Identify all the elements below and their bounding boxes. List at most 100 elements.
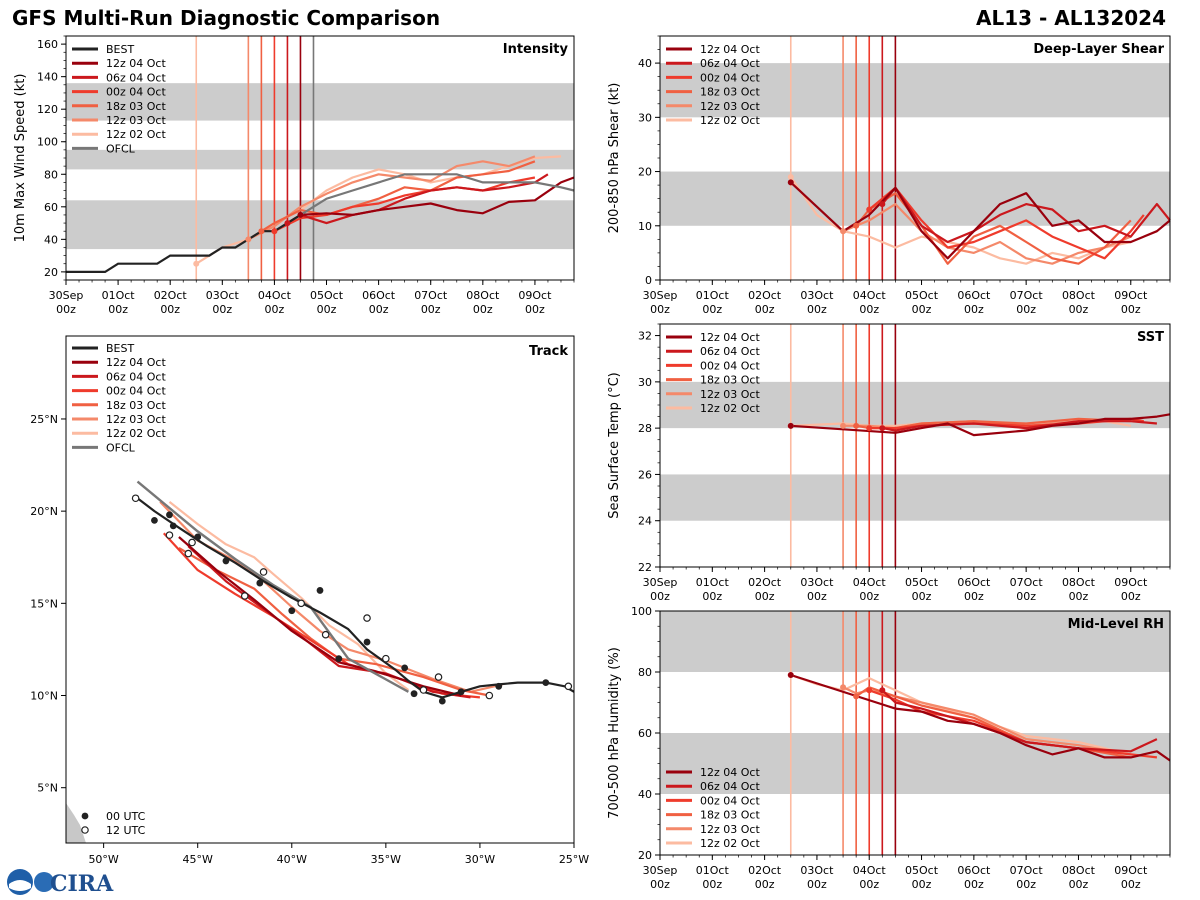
x-tick-label-date-5: 05Oct xyxy=(905,864,939,877)
forecast-track-0 xyxy=(168,501,410,691)
init-marker-4 xyxy=(284,220,291,227)
panel-intensity: 2040608010012014016030Sep00z01Oct00z02Oc… xyxy=(13,35,575,316)
axes-frame xyxy=(659,323,1171,568)
figure-title: GFS Multi-Run Diagnostic Comparison xyxy=(12,6,441,30)
x-tick-label-hour-8: 00z xyxy=(473,303,493,316)
track-point-12utc xyxy=(131,494,140,503)
track-point-12utc xyxy=(259,568,268,576)
x-tick-label-hour-0: 00z xyxy=(56,303,76,316)
legend-12utc-marker xyxy=(81,826,89,834)
best-track xyxy=(136,497,575,699)
x-tick-label-date-6: 06Oct xyxy=(957,576,991,589)
y-tick-label-4: 40 xyxy=(638,57,652,70)
track-point-12utc xyxy=(240,592,249,600)
x-tick-label-hour-6: 00z xyxy=(964,878,984,891)
x-tick-label-hour-9: 00z xyxy=(1121,590,1141,603)
legend-label-2: 00z 04 Oct xyxy=(700,794,760,807)
y-tick-label-4: 100 xyxy=(631,605,652,618)
init-marker-5 xyxy=(787,179,794,186)
series-line-5 xyxy=(790,673,1171,762)
y-tick-label-5: 32 xyxy=(638,330,652,343)
x-tick-label-date-5: 05Oct xyxy=(310,289,344,302)
lon-tick-label-4: 30°W xyxy=(465,853,495,866)
init-marker-0 xyxy=(193,260,200,267)
x-tick-label-hour-2: 00z xyxy=(160,303,180,316)
legend-label-3: 00z 04 Oct xyxy=(106,86,166,99)
legend-label-5: 12z 02 Oct xyxy=(700,837,760,850)
ofcl-line xyxy=(299,173,575,216)
legend-label-1: 12z 04 Oct xyxy=(106,57,166,70)
y-tick-label-2: 60 xyxy=(638,727,652,740)
init-marker-0 xyxy=(787,173,794,180)
x-tick-label-date-7: 07Oct xyxy=(1010,289,1044,302)
legend-label-6: 12z 02 Oct xyxy=(106,427,166,440)
y-tick-label-1: 40 xyxy=(44,233,58,246)
x-tick-label-hour-1: 00z xyxy=(108,303,128,316)
x-tick-label-hour-3: 00z xyxy=(212,303,232,316)
x-tick-label-date-1: 01Oct xyxy=(696,864,730,877)
legend-label-1: 12z 04 Oct xyxy=(106,356,166,369)
lat-tick-label-4: 25°N xyxy=(30,413,58,426)
y-axis-label: 200-850 hPa Shear (kt) xyxy=(607,83,622,234)
x-tick-label-hour-8: 00z xyxy=(1069,303,1089,316)
legend-label-5: 12z 03 Oct xyxy=(106,114,166,127)
track-point-00utc xyxy=(335,655,343,663)
legend-label-1: 06z 04 Oct xyxy=(700,345,760,358)
legend-label-1: 06z 04 Oct xyxy=(700,780,760,793)
legend-label-3: 00z 04 Oct xyxy=(106,385,166,398)
legend-label-1: 06z 04 Oct xyxy=(700,57,760,70)
init-marker-5 xyxy=(787,422,794,429)
x-tick-label-hour-5: 00z xyxy=(912,878,932,891)
panel-title: Mid-Level RH xyxy=(1068,617,1164,632)
track-point-12utc xyxy=(382,654,390,663)
legend-label-0: 12z 04 Oct xyxy=(700,43,760,56)
series-line-4 xyxy=(882,420,1157,432)
y-tick-label-3: 28 xyxy=(638,422,652,435)
track-point-12utc xyxy=(363,614,371,622)
x-tick-label-hour-1: 00z xyxy=(702,878,722,891)
x-tick-label-date-3: 03Oct xyxy=(206,289,240,302)
legend-label-4: 12z 03 Oct xyxy=(700,388,760,401)
threshold-band-0 xyxy=(66,200,574,250)
init-marker-4 xyxy=(879,201,886,208)
track-point-00utc xyxy=(166,511,173,519)
x-tick-label-hour-6: 00z xyxy=(369,303,389,316)
series-line-3 xyxy=(868,689,1158,759)
init-marker-4 xyxy=(879,425,886,432)
x-tick-label-date-4: 04Oct xyxy=(853,289,887,302)
x-tick-label-hour-5: 00z xyxy=(912,303,932,316)
lat-tick-label-2: 15°N xyxy=(30,597,58,610)
x-tick-label-date-3: 03Oct xyxy=(800,289,834,302)
x-tick-label-date-7: 07Oct xyxy=(1010,864,1044,877)
x-tick-label-hour-7: 00z xyxy=(1016,590,1036,603)
x-tick-label-date-7: 07Oct xyxy=(414,289,448,302)
x-tick-label-hour-4: 00z xyxy=(859,878,879,891)
x-tick-label-hour-2: 00z xyxy=(755,303,775,316)
series-line-5 xyxy=(300,176,575,216)
lat-tick-label-3: 20°N xyxy=(30,505,58,518)
track-point-00utc xyxy=(256,579,264,587)
x-tick-label-date-3: 03Oct xyxy=(800,864,834,877)
map-frame xyxy=(65,335,575,844)
track-point-00utc xyxy=(316,587,324,594)
y-tick-label-2: 60 xyxy=(44,201,58,214)
legend-00utc-marker xyxy=(81,812,89,820)
y-tick-label-3: 80 xyxy=(44,168,58,181)
panel-rh: 2040608010030Sep00z01Oct00z02Oct00z03Oct… xyxy=(607,605,1171,891)
track-point-00utc xyxy=(194,533,202,541)
y-tick-label-0: 0 xyxy=(645,274,652,287)
x-tick-label-hour-5: 00z xyxy=(317,303,337,316)
x-tick-label-hour-1: 00z xyxy=(702,590,722,603)
init-marker-1 xyxy=(840,684,847,691)
x-tick-label-hour-7: 00z xyxy=(421,303,441,316)
x-tick-label-hour-8: 00z xyxy=(1069,878,1089,891)
init-marker-1 xyxy=(840,228,847,235)
x-tick-label-date-6: 06Oct xyxy=(362,289,396,302)
x-tick-label-date-8: 08Oct xyxy=(1062,576,1096,589)
track-point-12utc xyxy=(485,691,494,700)
forecast-track-4 xyxy=(187,545,471,699)
forecast-track-5 xyxy=(178,536,462,697)
x-tick-label-hour-7: 00z xyxy=(1016,303,1036,316)
x-tick-label-hour-0: 00z xyxy=(650,303,670,316)
y-tick-label-0: 20 xyxy=(638,849,652,862)
